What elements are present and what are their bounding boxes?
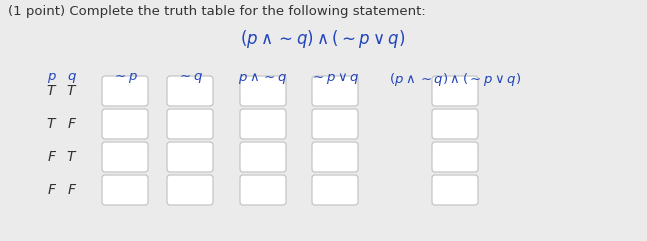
Text: $F$: $F$ (67, 117, 77, 131)
FancyBboxPatch shape (312, 109, 358, 139)
FancyBboxPatch shape (102, 76, 148, 106)
Text: $T$: $T$ (47, 84, 58, 98)
FancyBboxPatch shape (167, 109, 213, 139)
FancyBboxPatch shape (432, 175, 478, 205)
FancyBboxPatch shape (102, 142, 148, 172)
Text: (1 point) Complete the truth table for the following statement:: (1 point) Complete the truth table for t… (8, 5, 426, 18)
FancyBboxPatch shape (102, 109, 148, 139)
Text: $F$: $F$ (47, 183, 57, 197)
Text: $p\wedge\sim q$: $p\wedge\sim q$ (238, 71, 288, 86)
FancyBboxPatch shape (167, 175, 213, 205)
FancyBboxPatch shape (167, 142, 213, 172)
Text: $F$: $F$ (67, 183, 77, 197)
Text: $p$: $p$ (47, 71, 57, 85)
FancyBboxPatch shape (312, 175, 358, 205)
FancyBboxPatch shape (240, 142, 286, 172)
FancyBboxPatch shape (432, 76, 478, 106)
FancyBboxPatch shape (167, 76, 213, 106)
FancyBboxPatch shape (240, 109, 286, 139)
FancyBboxPatch shape (432, 142, 478, 172)
Text: $T$: $T$ (66, 150, 78, 164)
FancyBboxPatch shape (240, 175, 286, 205)
Text: $T$: $T$ (66, 84, 78, 98)
Text: $\sim q$: $\sim q$ (177, 71, 203, 85)
Text: $(p\wedge \sim q) \wedge (\sim p \vee q)$: $(p\wedge \sim q) \wedge (\sim p \vee q)… (240, 28, 406, 50)
FancyBboxPatch shape (240, 76, 286, 106)
Text: $F$: $F$ (47, 150, 57, 164)
Text: $\sim p\vee q$: $\sim p\vee q$ (311, 71, 360, 86)
Text: $(p\wedge\sim q)\wedge(\sim p\vee q)$: $(p\wedge\sim q)\wedge(\sim p\vee q)$ (389, 71, 521, 88)
FancyBboxPatch shape (312, 142, 358, 172)
FancyBboxPatch shape (102, 175, 148, 205)
Text: $\sim p$: $\sim p$ (112, 71, 138, 85)
FancyBboxPatch shape (312, 76, 358, 106)
Text: $T$: $T$ (47, 117, 58, 131)
Text: $q$: $q$ (67, 71, 77, 85)
FancyBboxPatch shape (432, 109, 478, 139)
